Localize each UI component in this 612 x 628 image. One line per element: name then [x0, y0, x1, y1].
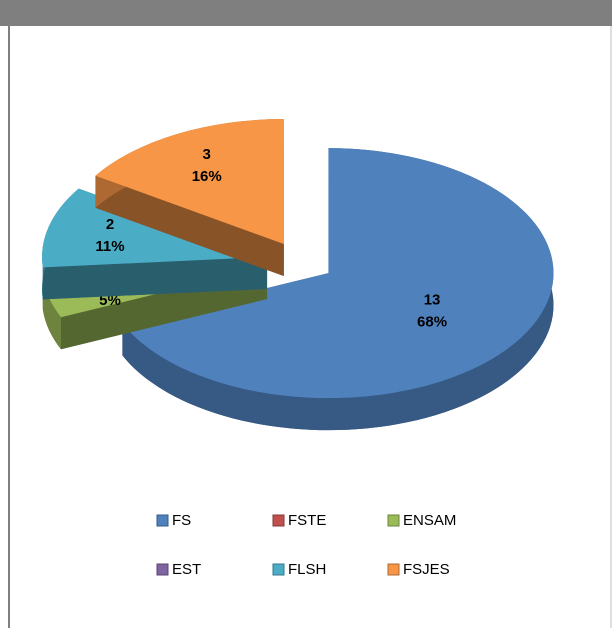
legend-label: FS [172, 512, 191, 529]
slice [95, 119, 284, 245]
data-label-count: 13 [424, 292, 441, 309]
slice-side [95, 175, 284, 277]
legend-swatch [387, 563, 400, 576]
slice [122, 148, 554, 399]
legend-swatch [156, 563, 169, 576]
legend-swatch [156, 514, 169, 527]
data-label-percent: 16% [192, 168, 222, 185]
legend-label: FSJES [403, 561, 450, 578]
data-label-count: 3 [203, 146, 211, 163]
legend-swatch [387, 514, 400, 527]
legend-swatch [272, 514, 285, 527]
legend-label: EST [172, 561, 201, 578]
data-label-percent: 68% [417, 314, 447, 331]
header-bar [0, 0, 612, 26]
legend-label: FLSH [288, 561, 326, 578]
legend-label: FSTE [288, 512, 326, 529]
legend-swatch [272, 563, 285, 576]
legend-label: ENSAM [403, 512, 456, 529]
data-label-percent: 11% [95, 238, 124, 255]
data-label-count: 2 [106, 216, 114, 233]
